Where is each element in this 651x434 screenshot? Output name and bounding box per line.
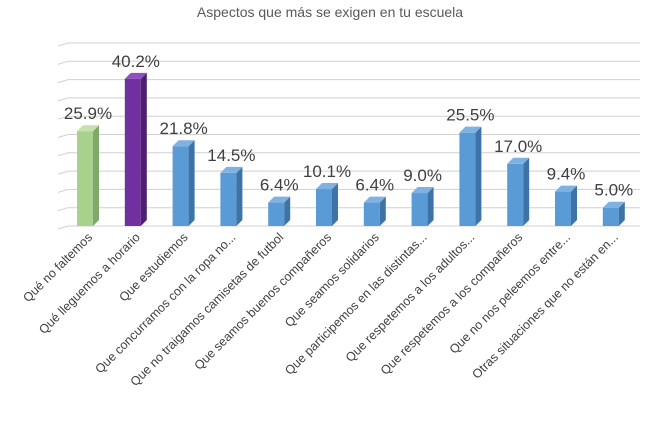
data-label: 14.5% — [207, 146, 255, 165]
bar — [172, 140, 195, 226]
gridline — [57, 152, 640, 157]
bar — [220, 166, 243, 226]
gridline — [57, 97, 640, 102]
data-label: 9.0% — [403, 166, 442, 185]
bar — [363, 196, 386, 226]
gridline — [57, 60, 640, 65]
bar — [459, 126, 482, 226]
bar — [124, 72, 147, 226]
bar — [316, 183, 338, 226]
chart-title: Aspectos que más se exigen en tu escuela — [197, 4, 463, 20]
data-label: 21.8% — [159, 119, 207, 138]
data-label: 5.0% — [594, 181, 633, 200]
data-label: 9.4% — [547, 165, 586, 184]
data-label: 40.2% — [112, 52, 160, 71]
bar — [411, 187, 434, 226]
category-label: Que seamos solidarios — [282, 230, 382, 330]
bar — [507, 157, 530, 226]
gridline — [57, 79, 640, 84]
gridline — [57, 115, 640, 120]
data-label: 25.5% — [446, 106, 494, 125]
data-label: 10.1% — [303, 162, 351, 181]
gridline — [57, 42, 640, 47]
data-label: 6.4% — [355, 176, 394, 195]
gridline — [57, 188, 640, 193]
data-label: 6.4% — [260, 176, 299, 195]
bar — [602, 201, 625, 226]
gridlines — [57, 42, 640, 230]
data-label: 25.9% — [64, 104, 112, 123]
data-labels: 25.9% 40.2% 21.8%14.5% 6.4%10.1%6.4% 9.0% 25.… — [64, 52, 633, 200]
bar — [555, 185, 577, 226]
gridline — [57, 170, 640, 175]
bars — [77, 72, 625, 226]
gridline — [57, 134, 640, 138]
gridline — [57, 225, 640, 230]
data-label: 17.0% — [494, 137, 542, 156]
gridline — [57, 207, 640, 212]
bar — [268, 196, 291, 226]
bar — [77, 125, 99, 226]
